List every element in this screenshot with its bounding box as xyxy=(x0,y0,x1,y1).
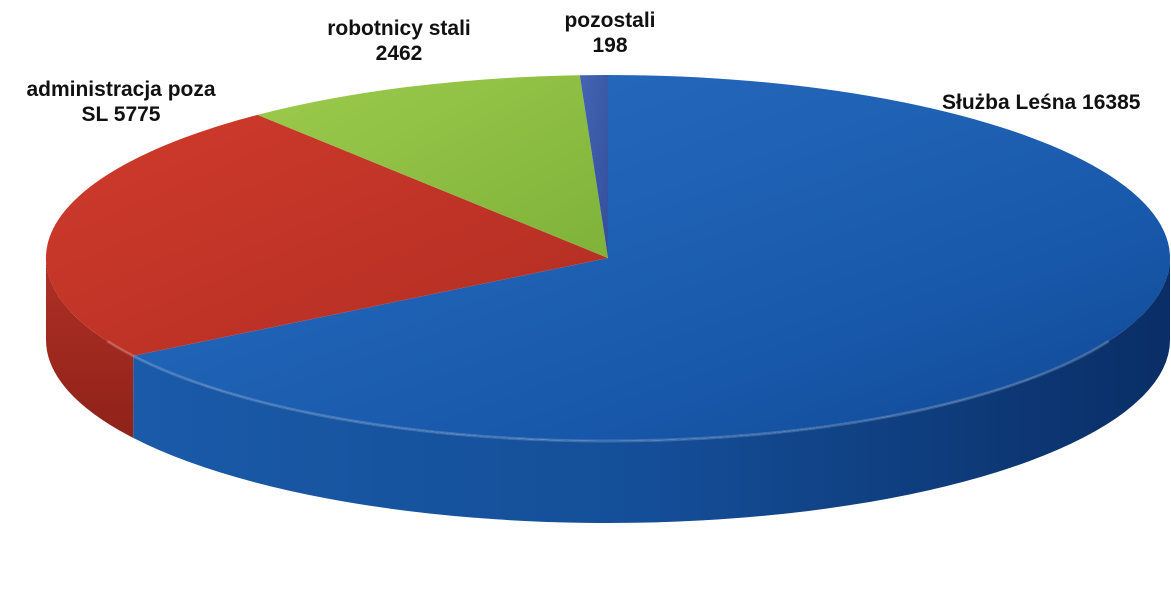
slice-sluzba-lesna xyxy=(133,75,1171,442)
slice-label-administracja-line2: SL 5775 xyxy=(81,103,161,126)
slice-pozostali xyxy=(579,74,608,259)
slice-label-sluzba-lesna-line1: Służba Leśna 16385 xyxy=(942,91,1141,114)
slice-label-robotnicy: robotnicy stali 2462 xyxy=(310,16,488,66)
slice-label-pozostali: pozostali 198 xyxy=(550,8,670,58)
slice-label-pozostali-line1: pozostali xyxy=(564,9,656,32)
slice-label-robotnicy-line2: 2462 xyxy=(375,42,423,65)
slice-label-robotnicy-line1: robotnicy stali xyxy=(327,17,471,40)
slice-administracja xyxy=(45,114,609,356)
slice-label-pozostali-line2: 198 xyxy=(592,34,628,57)
pie-rim-highlight xyxy=(106,339,1110,443)
slice-side-sluzba-lesna xyxy=(133,258,1171,523)
slice-label-administracja: administracja poza SL 5775 xyxy=(8,77,234,127)
slice-label-sluzba-lesna: Służba Leśna 16385 xyxy=(942,90,1140,115)
slice-side-administracja xyxy=(46,258,134,438)
slice-label-administracja-line1: administracja poza xyxy=(26,78,216,101)
slice-robotnicy xyxy=(257,75,608,258)
